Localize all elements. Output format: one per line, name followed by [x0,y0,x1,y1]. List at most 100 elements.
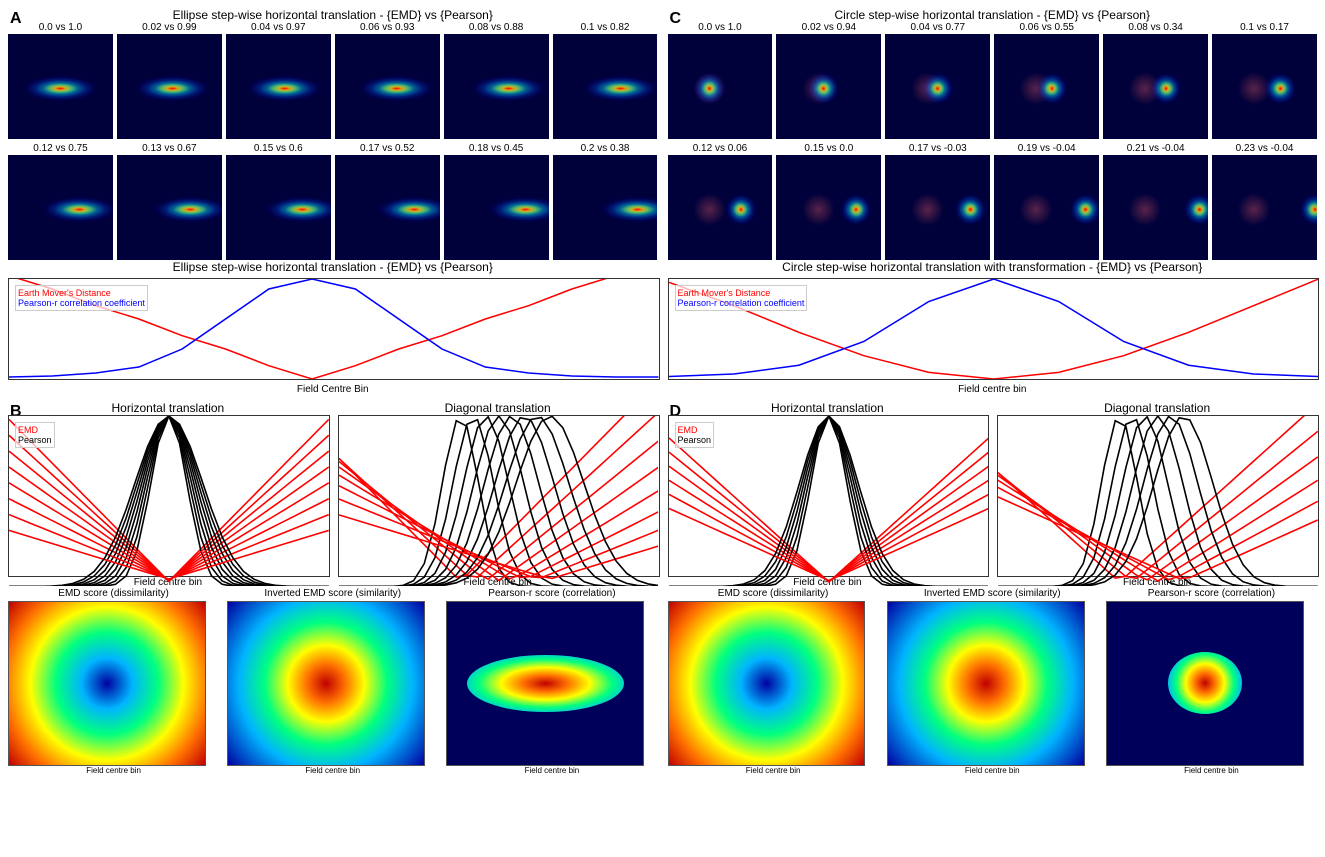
legend-pearson: Pearson-r correlation coefficient [18,298,145,308]
tile-body [776,34,881,139]
tile: 0.17 vs 0.52 [335,143,440,260]
tile-title: 0.04 vs 0.77 [885,22,990,33]
tile: 0.15 vs 0.6 [226,143,331,260]
heatmap-emd: EMD score (dissimilarity)Field centre bi… [8,588,219,775]
tile: 0.2 vs 0.38 [553,143,658,260]
panel-c-legend: Earth Mover's Distance Pearson-r correla… [675,285,808,311]
legend-emd-d: EMD [678,425,712,435]
tile: 0.21 vs -0.04 [1103,143,1208,260]
tile-body [335,155,440,260]
panel-b: B Horizontal translation EMD Pearson Fie… [8,401,658,775]
tile-title: 0.13 vs 0.67 [117,143,222,154]
tile: 0.0 vs 1.0 [8,22,113,139]
heatmap-inv: Inverted EMD score (similarity)Field cen… [887,588,1098,775]
tile-title: 0.1 vs 0.17 [1212,22,1317,33]
heatmap-emd: EMD score (dissimilarity)Field centre bi… [668,588,879,775]
tile: 0.04 vs 0.97 [226,22,331,139]
tile-body [335,34,440,139]
tile: 0.19 vs -0.04 [994,143,1099,260]
tile: 0.02 vs 0.94 [776,22,881,139]
tile-body [994,34,1099,139]
heatmap-title: Inverted EMD score (similarity) [887,588,1098,599]
panel-c: C Circle step-wise horizontal translatio… [668,8,1318,395]
tile: 0.04 vs 0.77 [885,22,990,139]
tile-title: 0.12 vs 0.06 [668,143,773,154]
tile: 0.08 vs 0.88 [444,22,549,139]
tile-title: 0.06 vs 0.93 [335,22,440,33]
legend-emd-c: Earth Mover's Distance [678,288,805,298]
tile: 0.1 vs 0.82 [553,22,658,139]
panel-a-title: Ellipse step-wise horizontal translation… [8,8,658,22]
tile: 0.0 vs 1.0 [668,22,773,139]
tile-title: 0.21 vs -0.04 [1103,143,1208,154]
panel-d-diag-title: Diagonal translation [997,401,1317,415]
panel-d-horiz-chart: EMD Pearson [668,415,990,577]
tile-body [668,155,773,260]
tile-body [1212,155,1317,260]
tile: 0.06 vs 0.55 [994,22,1099,139]
heatmap-inv: Inverted EMD score (similarity)Field cen… [227,588,438,775]
tile-title: 0.15 vs 0.0 [776,143,881,154]
tile-title: 0.1 vs 0.82 [553,22,658,33]
legend-emd: Earth Mover's Distance [18,288,145,298]
panel-c-tiles: 0.0 vs 1.00.02 vs 0.94 0.04 vs 0.77 0.06 v… [668,22,1318,260]
panel-b-horiz-legend: EMD Pearson [15,422,55,448]
panel-b-horiz-chart: EMD Pearson [8,415,330,577]
tile-body [444,155,549,260]
panel-a-linechart-title: Ellipse step-wise horizontal translation… [8,260,658,274]
heatmap-title: Pearson-r score (correlation) [1106,588,1317,599]
panel-a-linechart: Earth Mover's Distance Pearson-r correla… [8,278,660,380]
tile-title: 0.02 vs 0.99 [117,22,222,33]
tile-body [994,155,1099,260]
tile-title: 0.08 vs 0.34 [1103,22,1208,33]
panel-c-linechart-title: Circle step-wise horizontal translation … [668,260,1318,274]
tile-title: 0.0 vs 1.0 [8,22,113,33]
tile-body [226,155,331,260]
tile-title: 0.0 vs 1.0 [668,22,773,33]
heatmap-title: Inverted EMD score (similarity) [227,588,438,599]
tile-body [117,34,222,139]
heatmap-title: EMD score (dissimilarity) [668,588,879,599]
panel-c-linechart: Earth Mover's Distance Pearson-r correla… [668,278,1320,380]
tile-body [776,155,881,260]
tile-body [226,34,331,139]
panel-d: D Horizontal translation EMD Pearson Fie… [668,401,1318,775]
tile-title: 0.17 vs -0.03 [885,143,990,154]
heatmap-title: EMD score (dissimilarity) [8,588,219,599]
panel-c-label: C [670,10,682,28]
panel-a-xlabel: Field Centre Bin [8,384,658,395]
panel-a-label: A [10,10,22,28]
tile-body [117,155,222,260]
tile: 0.23 vs -0.04 [1212,143,1317,260]
tile-body [885,34,990,139]
panel-a-legend: Earth Mover's Distance Pearson-r correla… [15,285,148,311]
tile-title: 0.12 vs 0.75 [8,143,113,154]
tile: 0.18 vs 0.45 [444,143,549,260]
tile-title: 0.18 vs 0.45 [444,143,549,154]
tile-title: 0.04 vs 0.97 [226,22,331,33]
tile-title: 0.2 vs 0.38 [553,143,658,154]
tile-body [668,34,773,139]
tile-body [8,155,113,260]
panel-b-diag-title: Diagonal translation [338,401,658,415]
tile: 0.06 vs 0.93 [335,22,440,139]
heatmap-pearson: Pearson-r score (correlation)Field centr… [1106,588,1317,775]
tile-body [8,34,113,139]
legend-pearson-b: Pearson [18,435,52,445]
heatmap-title: Pearson-r score (correlation) [446,588,657,599]
legend-pearson-c: Pearson-r correlation coefficient [678,298,805,308]
tile-title: 0.19 vs -0.04 [994,143,1099,154]
panel-a: A Ellipse step-wise horizontal translati… [8,8,658,395]
legend-pearson-d: Pearson [678,435,712,445]
panel-a-tiles: 0.0 vs 1.0 0.02 vs 0.99 0.04 vs 0.97 0.06 v… [8,22,658,260]
panel-d-horiz-legend: EMD Pearson [675,422,715,448]
tile-title: 0.06 vs 0.55 [994,22,1099,33]
panel-b-heatmaps: EMD score (dissimilarity)Field centre bi… [8,588,658,775]
tile: 0.15 vs 0.0 [776,143,881,260]
panel-d-heatmaps: EMD score (dissimilarity)Field centre bi… [668,588,1318,775]
tile: 0.12 vs 0.75 [8,143,113,260]
tile: 0.12 vs 0.06 [668,143,773,260]
panel-c-xlabel: Field centre bin [668,384,1318,395]
tile-title: 0.08 vs 0.88 [444,22,549,33]
panel-c-title: Circle step-wise horizontal translation … [668,8,1318,22]
